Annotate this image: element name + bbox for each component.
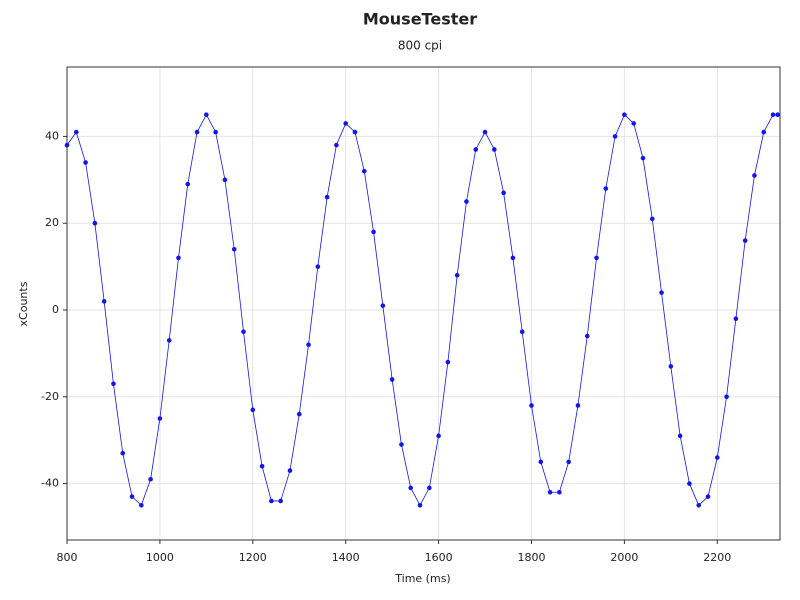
data-point [148,476,153,482]
data-point [473,147,479,152]
data-point [343,121,348,126]
data-point [278,498,283,504]
data-point [724,394,729,400]
data-point [775,112,780,118]
y-tick-label: -20 [41,390,59,403]
data-point [250,407,256,413]
data-point [482,129,488,135]
data-point [557,489,562,495]
data-point [185,181,191,187]
data-point [492,147,497,152]
data-point [761,129,767,135]
data-point [417,502,423,508]
data-point [389,377,395,382]
data-point [622,112,627,118]
data-point [631,121,636,126]
x-tick-label: 2200 [703,551,731,564]
data-point [101,299,107,304]
data-point [510,255,516,261]
x-axis-label: Time (ms) [394,572,450,585]
data-point [371,229,376,235]
data-point [501,190,506,196]
data-point [166,338,172,343]
data-point [296,411,302,417]
x-tick-label: 1000 [146,551,174,564]
data-point [529,403,534,408]
data-point [73,129,79,135]
data-point [603,186,609,191]
data-point [64,142,70,148]
data-point [770,112,776,118]
data-point [594,255,599,261]
data-point [612,134,618,139]
data-point [361,168,367,174]
data-point [640,155,646,161]
y-tick-label: 40 [45,129,59,142]
data-point [538,459,544,465]
y-axis-label: xCounts [17,281,30,326]
data-point [92,220,98,226]
data-point [269,498,274,504]
data-point [566,459,571,465]
x-tick-label: 800 [57,551,78,564]
data-point [83,160,88,165]
data-point [194,129,200,135]
data-point [259,463,265,469]
x-tick-label: 1800 [517,551,545,564]
data-point [315,264,321,269]
data-point [399,442,404,447]
data-point [575,403,581,408]
data-point [129,494,135,499]
data-point [677,433,683,439]
data-point [742,238,748,243]
x-tick-label: 1600 [425,551,453,564]
data-point [705,494,711,499]
data-point [752,173,757,178]
data-point [231,246,237,252]
data-point [464,199,469,204]
data-point [649,216,655,222]
data-point [427,485,432,491]
data-point [668,364,674,369]
data-point [687,481,692,486]
data-point [139,502,144,508]
data-point [204,112,209,118]
data-point [287,468,293,473]
data-point [176,255,181,261]
data-point [306,342,311,348]
data-point [352,129,358,135]
x-tick-label: 2000 [610,551,638,564]
data-point [584,333,590,339]
data-point [120,450,126,456]
data-point [733,316,739,321]
data-point [241,329,246,335]
data-point [213,129,218,135]
y-tick-label: -40 [41,477,59,490]
y-tick-label: 0 [52,303,59,316]
chart-subtitle: 800 cpi [398,39,442,53]
data-point [454,272,460,278]
data-point [111,381,116,387]
plot-frame [66,66,781,541]
data-point [408,485,414,491]
x-tick-label: 1400 [332,551,360,564]
data-point [436,433,441,439]
x-tick-label: 1200 [239,551,267,564]
data-point [547,489,553,495]
data-point [445,359,451,365]
y-tick-label: 20 [45,216,59,229]
fit-line [66,113,778,507]
data-point [696,502,702,508]
data-point [324,194,330,200]
chart-title: MouseTester [363,10,477,29]
data-point [157,416,163,421]
data-point [334,142,339,148]
data-point [222,177,228,183]
data-point [519,329,525,335]
data-point [380,303,386,308]
data-point [659,290,664,295]
data-point [714,455,720,460]
